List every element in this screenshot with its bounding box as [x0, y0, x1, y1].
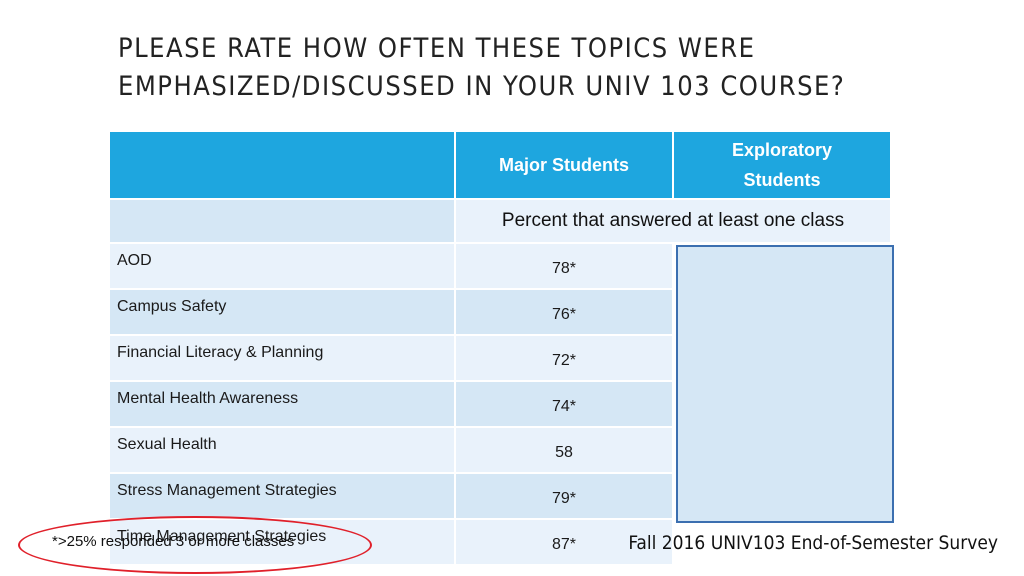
- title-line-1: PLEASE RATE HOW OFTEN THESE TOPICS WERE: [118, 33, 756, 64]
- survey-source: Fall 2016 UNIV103 End-of-Semester Survey: [628, 532, 998, 554]
- row-major-value: 58: [454, 426, 674, 474]
- slide-title: PLEASE RATE HOW OFTEN THESE TOPICS WERE …: [118, 30, 978, 106]
- exploratory-values-cover-box: [676, 245, 894, 523]
- row-major-value: 76*: [454, 288, 674, 336]
- subheader-row: Percent that answered at least one class: [108, 198, 892, 244]
- footnote-highlight-oval: [18, 516, 372, 574]
- header-exploratory-line1: Exploratory: [731, 140, 833, 160]
- row-topic: Mental Health Awareness: [108, 380, 456, 428]
- row-topic: Financial Literacy & Planning: [108, 334, 456, 382]
- header-topic: [108, 130, 456, 200]
- subheader-blank: [108, 198, 456, 244]
- row-major-value: 72*: [454, 334, 674, 382]
- row-topic: AOD: [108, 242, 456, 290]
- table-row: Sexual Health 58: [108, 426, 892, 474]
- table-header-row: Major Students Exploratory Students: [108, 130, 892, 200]
- row-major-value: 87*: [454, 518, 674, 566]
- row-topic: Campus Safety: [108, 288, 456, 336]
- row-major-value: 74*: [454, 380, 674, 428]
- subheader-percent-label: Percent that answered at least one class: [454, 198, 892, 244]
- row-major-value: 78*: [454, 242, 674, 290]
- footnote: *>25% responded 3 or more classes: [52, 533, 295, 550]
- header-exploratory-students: Exploratory Students: [672, 130, 892, 200]
- row-topic: Sexual Health: [108, 426, 456, 474]
- row-topic: Stress Management Strategies: [108, 472, 456, 520]
- header-major-students: Major Students: [454, 130, 674, 200]
- row-major-value: 79*: [454, 472, 674, 520]
- title-line-2: EMPHASIZED/DISCUSSED IN YOUR UNIV 103 CO…: [118, 71, 846, 102]
- header-exploratory-line2: Students: [743, 170, 821, 190]
